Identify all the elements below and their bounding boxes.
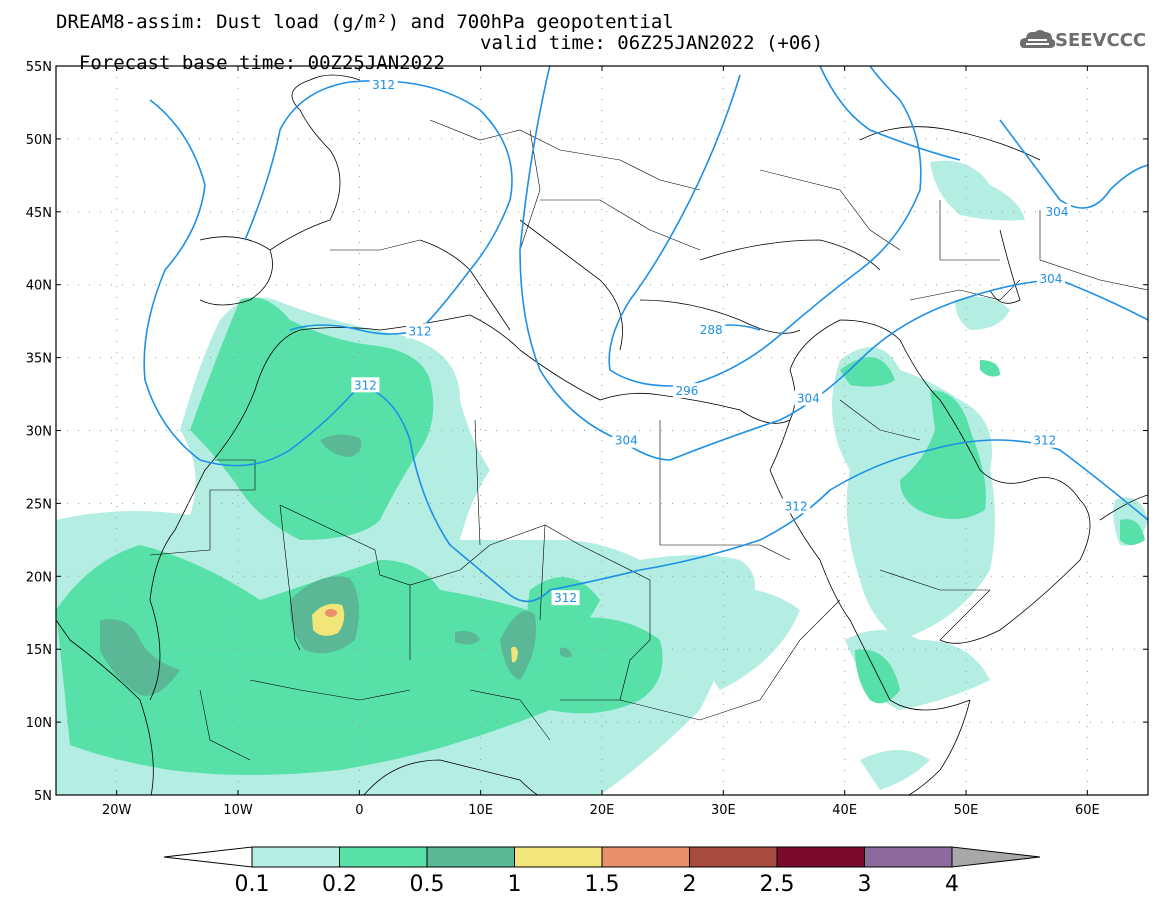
- contour-label: 304: [1043, 203, 1071, 219]
- colorbar-swatch: [689, 846, 778, 868]
- lon-tick-label: 40E: [832, 803, 857, 818]
- colorbar-swatch: [339, 846, 428, 868]
- contour-label: 296: [672, 383, 701, 399]
- dust-field: [56, 160, 1148, 795]
- colorbar-level-label: 0.2: [322, 872, 357, 897]
- colorbar-swatch: [776, 846, 865, 868]
- lat-tick-label: 30N: [26, 425, 52, 440]
- lat-tick-label: 40N: [26, 279, 52, 294]
- colorbar-over-triangle: [951, 846, 1041, 868]
- svg-text:304: 304: [1046, 205, 1069, 219]
- svg-text:312: 312: [372, 78, 395, 92]
- colorbar-swatch: [601, 846, 690, 868]
- contour-296: [608, 66, 922, 387]
- contour-label: 312: [406, 323, 434, 339]
- map-title: DREAM8-assim: Dust load (g/m²) and 700hP…: [56, 11, 674, 33]
- lat-tick-label: 25N: [26, 497, 52, 512]
- svg-text:296: 296: [675, 384, 698, 398]
- svg-text:304: 304: [1039, 272, 1062, 286]
- lon-tick-label: 20E: [590, 803, 615, 818]
- svg-text:304: 304: [615, 434, 638, 448]
- lon-tick-label: 30E: [711, 803, 736, 818]
- dust-1.5-2-area: [325, 609, 337, 617]
- lon-tick-label: 10W: [223, 803, 253, 818]
- dust-0.2-0.5-area: [56, 297, 1145, 775]
- logo-text: SEEVCCC: [1055, 30, 1147, 51]
- svg-text:312: 312: [1033, 434, 1056, 448]
- svg-text:312: 312: [785, 499, 808, 513]
- coastlines: [56, 74, 1148, 795]
- contour-304-east: [999, 119, 1148, 209]
- colorbar-swatch: [514, 846, 603, 868]
- colorbar-swatch: [251, 846, 340, 868]
- colorbar-level-label: 0.5: [410, 872, 445, 897]
- contour-label: 312: [551, 590, 580, 606]
- lon-tick-label: 10E: [468, 803, 493, 818]
- colorbar-level-label: 1: [508, 872, 522, 897]
- map-subtitle: Forecast base time: 00Z25JAN2022 valid t…: [56, 33, 823, 93]
- contour-label: 312: [369, 76, 398, 92]
- axis-ticks: [56, 65, 1148, 796]
- lat-tick-label: 20N: [26, 570, 52, 585]
- lat-tick-label: 15N: [26, 643, 52, 658]
- colorbar-level-label: 2: [683, 872, 697, 897]
- colorbar-level-label: 1.5: [585, 872, 620, 897]
- lon-tick-label: 20W: [102, 803, 132, 818]
- contour-label: 312: [351, 377, 380, 393]
- forecast-base-time: Forecast base time: 00Z25JAN2022: [78, 52, 445, 74]
- colorbar-swatch: [864, 846, 953, 868]
- svg-text:288: 288: [700, 323, 723, 337]
- contour-312-east: [819, 66, 961, 161]
- colorbar-level-label: 3: [858, 872, 872, 897]
- contour-labels: 312 312 312 304 296 288 304 312 312 304 312 304: [351, 76, 1071, 606]
- contour-label: 312: [782, 498, 811, 514]
- country-borders: [149, 119, 1148, 761]
- geopotential-contours: [143, 66, 1148, 603]
- svg-text:312: 312: [409, 324, 432, 338]
- colorbar-level-label: 2.5: [760, 872, 795, 897]
- lon-tick-label: 0: [355, 803, 363, 818]
- contour-label: 288: [697, 321, 726, 337]
- contour-label: 304: [1036, 270, 1065, 286]
- contour-label: 312: [1030, 432, 1059, 448]
- cloud-logo-icon: [1020, 30, 1056, 48]
- colorbar-level-label: 4: [945, 872, 959, 897]
- svg-text:304: 304: [797, 391, 820, 405]
- colorbar-swatch: [426, 846, 515, 868]
- contour-312-top: [244, 80, 513, 335]
- contour-304: [519, 66, 1148, 461]
- lat-tick-label: 45N: [26, 206, 52, 221]
- latitude-labels: 55N 50N 45N 40N 35N 30N 25N 20N 15N 10N 5N: [26, 60, 52, 804]
- contour-312-north: [143, 99, 1148, 603]
- lon-tick-label: 60E: [1075, 803, 1100, 818]
- lat-tick-label: 10N: [26, 716, 52, 731]
- longitude-labels: 20W 10W 0 10E 20E 30E 40E 50E 60E: [102, 803, 1100, 818]
- contour-label: 304: [612, 432, 641, 448]
- colorbar-under-triangle: [163, 846, 253, 868]
- lon-tick-label: 50E: [954, 803, 979, 818]
- svg-text:312: 312: [354, 378, 377, 392]
- valid-time: valid time: 06Z25JAN2022 (+06): [480, 32, 824, 54]
- gridlines: [56, 66, 1148, 795]
- colorbar-level-label: 0.1: [235, 872, 270, 897]
- lat-tick-label: 35N: [26, 352, 52, 367]
- contour-label: 304: [794, 390, 823, 406]
- svg-text:312: 312: [554, 591, 577, 605]
- lat-tick-label: 50N: [26, 133, 52, 148]
- lat-tick-label: 5N: [34, 789, 52, 804]
- lat-tick-label: 55N: [26, 60, 52, 75]
- colorbar: 0.1 0.2 0.5 1 1.5 2 2.5 3 4: [163, 846, 1041, 897]
